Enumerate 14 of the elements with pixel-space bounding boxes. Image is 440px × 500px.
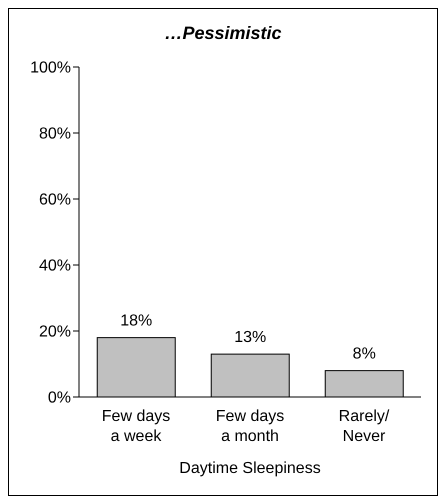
y-tick-label: 100% bbox=[30, 60, 71, 77]
data-label: 18% bbox=[120, 312, 152, 330]
y-tick-label: 60% bbox=[38, 192, 71, 209]
x-tick-label: Few days a month bbox=[216, 408, 284, 445]
data-label: 8% bbox=[352, 346, 376, 363]
x-axis-title: Daytime Sleepiness bbox=[179, 460, 321, 477]
y-tick-label: 20% bbox=[38, 324, 71, 341]
y-tick-label: 80% bbox=[38, 126, 71, 143]
data-label: 13% bbox=[234, 329, 266, 346]
x-tick-label: Few days a week bbox=[102, 408, 170, 445]
chart-title: …Pessimistic bbox=[163, 23, 283, 45]
x-tick-label: Rarely/ Never bbox=[338, 408, 390, 445]
y-tick-label: 40% bbox=[38, 258, 71, 275]
y-tick-label: 0% bbox=[48, 390, 71, 407]
